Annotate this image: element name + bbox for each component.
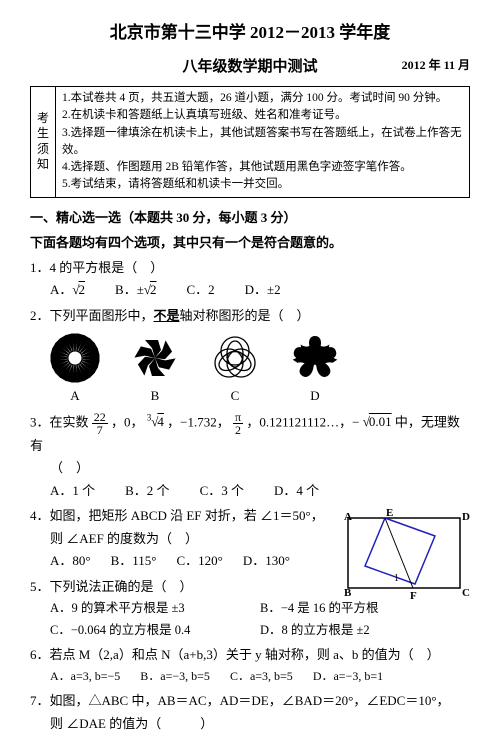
q3-options: A．1 个 B．2 个 C．3 个 D．4 个 xyxy=(50,481,470,501)
option-d: D．130° xyxy=(243,551,290,571)
option-d: D．4 个 xyxy=(274,481,319,501)
shape-label: A xyxy=(50,386,100,406)
question-2: 2．下列平面图形中，不是轴对称图形的是（ ） xyxy=(30,306,470,326)
page-title: 北京市第十三中学 2012－2013 学年度 xyxy=(30,20,470,46)
shape-label: D xyxy=(290,386,340,406)
section-heading: 一、精心选一选（本题共 30 分，每小题 3 分） xyxy=(30,208,470,228)
option-d: D．±2 xyxy=(245,280,281,300)
option-b: B．2 个 xyxy=(125,481,169,501)
section-subheading: 下面各题均有四个选项，其中只有一个是符合题意的。 xyxy=(30,233,470,253)
question-7: 7．如图，△ABC 中，AB＝AC，AD＝DE，∠BAD＝20°，∠EDC＝10… xyxy=(30,691,470,711)
shape-b: B xyxy=(130,333,180,406)
notice-item: 1.本试卷共 4 页，共五道大题，26 道小题，满分 100 分。考试时间 90… xyxy=(62,90,463,107)
q4-figure: A E D B F C 1 xyxy=(340,506,470,607)
shape-d: D xyxy=(290,333,340,406)
shape-label: B xyxy=(130,386,180,406)
q3-paren: （ ） xyxy=(50,458,470,478)
notice-content: 1.本试卷共 4 页，共五道大题，26 道小题，满分 100 分。考试时间 90… xyxy=(56,87,469,197)
frac-22-7: 227 xyxy=(92,411,108,436)
q2-shapes: A B C xyxy=(50,333,470,406)
notice-item: 3.选择题一律填涂在机读卡上，其他试题答案书写在答题纸上，在试卷上作答无效。 xyxy=(62,125,463,160)
svg-text:C: C xyxy=(462,587,470,599)
q3-mid2: ，−1.732， xyxy=(167,414,230,429)
option-c: C．a=3, b=5 xyxy=(230,667,293,685)
frac-pi-2: π2 xyxy=(233,411,243,436)
q2-stem-post: 轴对称图形的是（ ） xyxy=(180,308,310,323)
option-c: C．3 个 xyxy=(200,481,244,501)
question-1: 1．4 的平方根是（ ） xyxy=(30,258,470,278)
svg-text:B: B xyxy=(344,587,352,599)
subtitle: 八年级数学期中测试 xyxy=(182,56,317,79)
cbrt-4: 3√4 xyxy=(147,414,164,429)
shape-c: C xyxy=(210,333,260,406)
option-a: A．1 个 xyxy=(50,481,95,501)
notice-side-label: 考生须知 xyxy=(31,87,56,197)
question-6: 6．若点 M（2,a）和点 N（a+b,3）关于 y 轴对称，则 a、b 的值为… xyxy=(30,645,470,665)
notice-item: 5.考试结束，请将答题纸和机读卡一并交回。 xyxy=(62,176,463,193)
q7-line2: 则 ∠DAE 的值为（ ） xyxy=(50,714,470,734)
svg-text:A: A xyxy=(344,511,352,523)
q3-mid3: ，0.121121112…，− xyxy=(246,414,359,429)
option-d: D．8 的立方根是 ±2 xyxy=(260,621,470,640)
option-d: D．a=−3, b=1 xyxy=(313,667,383,685)
svg-text:E: E xyxy=(386,507,393,519)
svg-text:F: F xyxy=(410,590,417,601)
q4-options: A．80° B．115° C．120° D．130° xyxy=(50,551,330,571)
question-3: 3．在实数 227 ，0， 3√4 ，−1.732， π2 ，0.1211211… xyxy=(30,411,470,456)
shape-a: A xyxy=(50,333,100,406)
q3-mid: ，0， xyxy=(111,414,144,429)
svg-text:D: D xyxy=(462,511,470,523)
shape-label: C xyxy=(210,386,260,406)
exam-date: 2012 年 11 月 xyxy=(402,56,470,74)
q2-bold: 不是 xyxy=(154,308,180,323)
option-b: B．115° xyxy=(111,551,157,571)
q1-options: A．√2 B．±√2 C．2 D．±2 xyxy=(50,280,470,300)
option-b: B．a=−3, b=5 xyxy=(140,667,210,685)
question-4-block: 4．如图，把矩形 ABCD 沿 EF 对折，若 ∠1＝50°， 则 ∠AEF 的… xyxy=(30,506,470,571)
q2-stem-pre: 2．下列平面图形中， xyxy=(30,308,154,323)
notice-item: 2.在机读卡和答题纸上认真填写班级、姓名和准考证号。 xyxy=(62,107,463,124)
option-c: C．120° xyxy=(176,551,222,571)
option-a: A．√2 xyxy=(50,280,85,300)
option-b: B．±√2 xyxy=(115,280,156,300)
option-c: C．−0.064 的立方根是 0.4 xyxy=(50,621,260,640)
notice-box: 考生须知 1.本试卷共 4 页，共五道大题，26 道小题，满分 100 分。考试… xyxy=(30,86,470,198)
option-a: A．9 的算术平方根是 ±3 xyxy=(50,599,260,618)
option-c: C．2 xyxy=(186,280,214,300)
notice-item: 4.选择题、作图题用 2B 铅笔作答，其他试题用黑色字迹签字笔作答。 xyxy=(62,159,463,176)
option-a: A．a=3, b=−5 xyxy=(50,667,120,685)
sqrt-001: √0.01 xyxy=(363,414,392,429)
svg-text:1: 1 xyxy=(394,573,399,584)
q6-options: A．a=3, b=−5 B．a=−3, b=5 C．a=3, b=5 D．a=−… xyxy=(50,667,470,685)
q3-pre: 3．在实数 xyxy=(30,414,92,429)
option-a: A．80° xyxy=(50,551,91,571)
subtitle-row: 八年级数学期中测试 2012 年 11 月 xyxy=(30,56,470,79)
